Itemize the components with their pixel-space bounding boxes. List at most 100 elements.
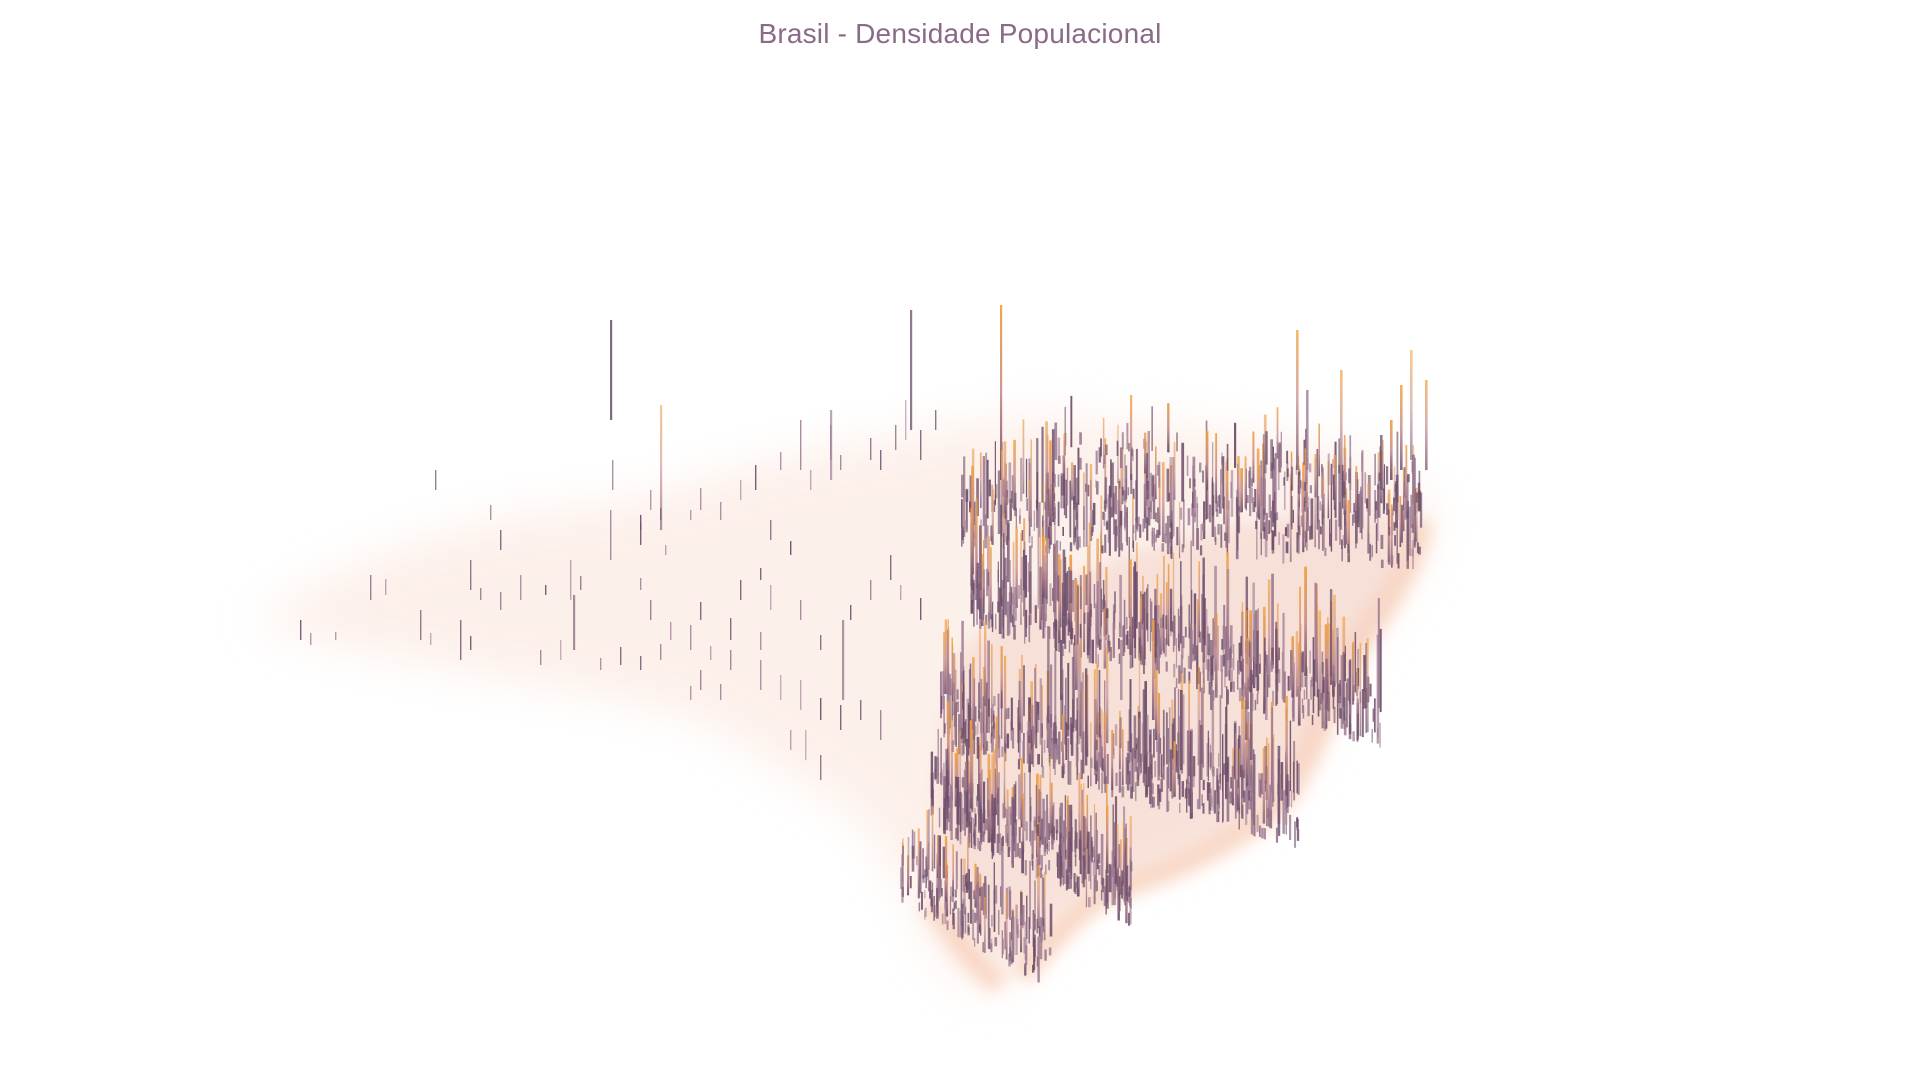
density-spike-peak <box>1214 613 1218 698</box>
density-spike <box>1226 686 1228 776</box>
density-spike <box>943 763 945 785</box>
density-spike <box>968 869 970 900</box>
density-spike-peak <box>1102 417 1105 469</box>
density-spike <box>963 456 966 537</box>
density-spike-peak <box>1086 545 1089 650</box>
density-spike <box>1290 466 1294 491</box>
density-spike <box>1027 562 1030 592</box>
density-spike <box>1416 542 1419 554</box>
density-spike <box>1141 594 1144 625</box>
density-spike <box>1053 474 1056 488</box>
density-spike <box>982 732 985 744</box>
density-spike <box>1141 723 1144 762</box>
density-spike <box>998 587 1002 634</box>
density-spike-peak <box>1138 653 1141 747</box>
density-spike <box>1014 492 1017 517</box>
density-spike <box>955 828 958 839</box>
density-spike <box>1105 608 1109 619</box>
density-spike <box>1018 681 1021 716</box>
density-spike <box>1173 615 1176 646</box>
density-spike-peak <box>1030 681 1033 764</box>
density-spike <box>1303 501 1307 512</box>
density-spike <box>1287 675 1290 691</box>
density-spike <box>1021 919 1024 929</box>
density-spike <box>970 811 972 822</box>
density-spike <box>580 576 582 590</box>
density-spike <box>974 706 977 722</box>
density-spike <box>965 488 969 502</box>
density-spike <box>1261 827 1264 839</box>
density-spike <box>1028 571 1032 625</box>
density-spike <box>980 679 983 751</box>
density-spike <box>1165 712 1168 765</box>
density-spike <box>1327 453 1330 486</box>
density-spike <box>1116 440 1119 456</box>
density-spike <box>1127 740 1130 752</box>
density-spike <box>961 499 963 527</box>
density-spike <box>941 888 943 897</box>
density-spike <box>1145 453 1148 479</box>
density-spike-peak <box>1081 803 1085 884</box>
density-spike <box>1009 932 1012 962</box>
density-spike <box>1145 477 1148 504</box>
density-spike <box>1265 431 1268 465</box>
density-spike <box>1189 478 1191 489</box>
density-spike <box>1191 589 1193 645</box>
density-spike <box>1008 806 1011 852</box>
density-spike <box>977 722 979 735</box>
density-spike <box>810 470 812 490</box>
density-spike <box>1217 523 1220 535</box>
density-spike <box>650 600 652 620</box>
density-spike-peak <box>1356 669 1359 742</box>
density-spike <box>1111 462 1114 517</box>
density-spike-peak <box>974 517 977 600</box>
density-spike <box>1036 824 1039 836</box>
density-spike-peak <box>1085 830 1088 908</box>
density-spike <box>1133 715 1137 759</box>
density-spike <box>573 595 576 650</box>
density-spike <box>1095 603 1097 664</box>
density-spike <box>911 829 914 859</box>
density-spike <box>1286 523 1290 538</box>
density-spike <box>1205 465 1207 520</box>
density-spike <box>1155 512 1157 522</box>
density-spike <box>974 807 976 819</box>
density-spike <box>1095 812 1097 892</box>
density-spike <box>1212 442 1214 484</box>
density-spike <box>1175 678 1178 689</box>
density-spike <box>1403 467 1406 498</box>
density-spike <box>1361 689 1364 738</box>
density-spike <box>1062 549 1066 617</box>
density-spike <box>961 474 964 498</box>
density-spike-peak <box>1343 434 1346 495</box>
density-spike <box>1356 713 1359 736</box>
density-spike <box>1003 533 1005 639</box>
density-spike <box>1134 615 1137 659</box>
density-spike <box>1026 498 1028 511</box>
density-spike <box>1029 860 1031 929</box>
density-spike <box>990 943 993 953</box>
density-spike <box>1059 541 1061 551</box>
density-spike <box>1009 890 1012 920</box>
density-spike <box>640 515 642 530</box>
density-spike <box>997 561 999 613</box>
density-spike <box>1334 519 1338 541</box>
density-spike <box>955 702 957 747</box>
density-spike <box>1378 472 1381 481</box>
density-spike-peak <box>1000 646 1003 709</box>
density-spike <box>1056 830 1058 841</box>
density-spike <box>1188 671 1191 684</box>
density-spike <box>1009 499 1012 521</box>
density-spike <box>1329 589 1333 677</box>
density-spike <box>1062 645 1065 656</box>
density-spike <box>690 686 692 700</box>
density-spike <box>1248 470 1251 489</box>
density-spike-peak <box>1333 454 1336 510</box>
density-spike <box>960 652 962 736</box>
density-spike-peak <box>959 730 961 806</box>
density-spike <box>1079 623 1082 638</box>
density-spike <box>1180 655 1183 674</box>
density-spike <box>987 884 990 949</box>
density-spike <box>770 585 772 610</box>
density-spike-peak <box>1377 452 1380 489</box>
